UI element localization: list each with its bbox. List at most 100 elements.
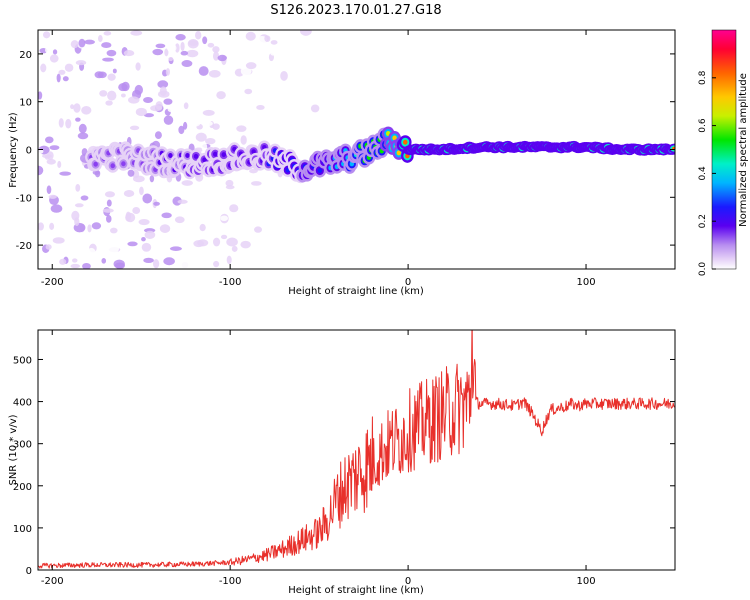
- spectrogram-noise-cell: [263, 247, 271, 258]
- spectrogram-noise-cell: [165, 68, 170, 76]
- spectrogram-noise-cell: [201, 142, 208, 153]
- spectrogram-noise-cell: [105, 215, 112, 223]
- spectrogram-noise-cell: [226, 237, 238, 247]
- spectrogram-noise-cell: [205, 137, 216, 145]
- x-tick-label: -200: [41, 576, 64, 587]
- spectrogram-noise-cell: [120, 93, 126, 98]
- spectrogram-peak-cell: [193, 153, 199, 159]
- spectrogram-noise-cell: [342, 93, 353, 98]
- spectrogram-y-axis-label: Frequency (Hz): [8, 112, 19, 188]
- spectrogram-noise-cell: [183, 121, 188, 130]
- spectrogram-noise-cell: [101, 257, 107, 264]
- colorbar-tick-label: 0.6: [698, 118, 708, 133]
- spectrogram-noise-cell: [152, 48, 164, 56]
- spectrogram-noise-cell: [240, 135, 247, 145]
- spectrogram-noise-cell: [73, 103, 81, 113]
- spectrogram-noise-cell: [78, 38, 86, 48]
- colorbar-tick-label: 0.2: [698, 214, 708, 228]
- spectrogram-noise-cell: [141, 242, 152, 252]
- spectrogram-noise-cell: [198, 66, 209, 76]
- spectrogram-noise-cell: [319, 43, 324, 53]
- colorbar-tick-label: 0.0: [698, 262, 708, 277]
- spectrogram-noise-cell: [250, 181, 262, 186]
- spectrogram-noise-cell: [130, 30, 143, 36]
- y-tick-label: 20: [19, 50, 32, 61]
- spectrogram-noise-cell: [129, 125, 140, 131]
- spectrogram-noise-cell: [38, 148, 44, 155]
- spectrogram-noise-cell: [307, 206, 317, 211]
- spectrogram-noise-cell: [77, 132, 89, 140]
- spectrogram-noise-cell: [40, 63, 47, 73]
- spectrogram-noise-cell: [45, 46, 53, 54]
- spectrogram-noise-cell: [330, 43, 337, 54]
- spectrogram-noise-cell: [72, 258, 78, 263]
- colorbar-ticks: 0.0 0.2 0.4 0.6 0.8: [698, 70, 716, 276]
- spectrogram-noise-cell: [105, 100, 113, 106]
- spectrogram-noise-cell: [87, 247, 96, 258]
- spectrogram-noise-cell: [254, 226, 262, 233]
- x-tick-label: 0: [405, 277, 411, 288]
- spectrogram-peak-cell: [121, 161, 126, 167]
- spectrogram-noise-cell: [70, 263, 80, 269]
- spectrogram-noise-cell: [56, 138, 67, 144]
- spectrogram-noise-cell: [38, 173, 46, 181]
- spectrogram-noise-cell: [180, 41, 185, 51]
- spectrogram-noise-cell: [213, 186, 221, 192]
- colorbar-label: Normalized spectral amplitude: [738, 73, 749, 227]
- spectrogram-noise-cell: [47, 151, 54, 160]
- spectrogram-noise-cell: [44, 136, 54, 144]
- spectrogram-noise-cell: [229, 204, 239, 213]
- spectrogram-noise-cell: [104, 191, 115, 198]
- spectrogram-noise-cell: [180, 50, 189, 56]
- spectrogram-noise-cell: [84, 39, 95, 45]
- spectrogram-noise-cell: [244, 88, 253, 95]
- spectrogram-noise-cell: [225, 179, 234, 187]
- spectrogram-noise-cell: [315, 35, 326, 45]
- spectrogram-noise-cell: [212, 46, 220, 53]
- spectrogram-noise-cell: [82, 262, 91, 269]
- spectrogram-noise-cell: [75, 117, 81, 122]
- spectrogram-noise-cell: [161, 212, 172, 219]
- spectrogram-noise-cell: [38, 91, 43, 100]
- x-tick-label: -100: [219, 576, 242, 587]
- spectrogram-noise-cell: [75, 89, 85, 98]
- spectrogram-noise-cell: [153, 115, 165, 121]
- spectrogram-noise-cell: [91, 109, 102, 117]
- spectrogram-noise-cell: [62, 52, 71, 59]
- spectrogram-noise-cell: [264, 35, 271, 42]
- spectrogram-noise-cell: [38, 165, 44, 176]
- spectrogram-noise-cell: [208, 69, 221, 78]
- y-tick-label: 500: [13, 355, 32, 366]
- y-tick-label: -20: [16, 241, 32, 252]
- spectrogram-noise-cell: [56, 73, 61, 83]
- snr-panel: -200 -100 0 100 0 100 200 300 400 500 Height of s…: [8, 329, 676, 596]
- colorbar-tick-label: 0.8: [698, 70, 708, 85]
- spectrogram-noise-cell: [183, 102, 189, 110]
- spectrogram-noise-cell: [201, 120, 213, 127]
- spectrogram-peak-cell: [396, 150, 402, 156]
- spectrogram-noise-cell: [220, 215, 229, 222]
- spectrogram-noise-cell: [155, 43, 166, 49]
- spectrogram-noise-cell: [144, 230, 156, 239]
- spectrogram-noise-cell: [64, 63, 74, 72]
- x-tick-label: 100: [576, 576, 595, 587]
- spectrogram-noise-cell: [70, 104, 75, 110]
- spectrogram-noise-cell: [241, 234, 251, 240]
- spectrogram-noise-cell: [202, 109, 215, 116]
- spectrogram-noise-cell: [65, 91, 73, 96]
- spectrogram-noise-cell: [107, 243, 119, 254]
- spectrogram-noise-cell: [215, 253, 227, 261]
- spectrogram-noise-cell: [167, 105, 180, 113]
- spectrogram-noise-cell: [74, 203, 84, 208]
- spectrogram-noise-cell: [46, 158, 56, 165]
- spectrogram-peak-cell: [93, 161, 98, 167]
- spectrogram-peak-cell: [221, 152, 227, 158]
- spectrogram-noise-cell: [38, 222, 44, 231]
- spectrogram-peak-cell: [212, 151, 218, 157]
- snr-plot-area: [38, 330, 675, 570]
- spectrogram-noise-cell: [50, 204, 63, 213]
- spectrogram-peak-cell: [110, 163, 115, 169]
- spectrogram-noise-cell: [178, 261, 190, 269]
- spectrogram-noise-cell: [213, 260, 220, 268]
